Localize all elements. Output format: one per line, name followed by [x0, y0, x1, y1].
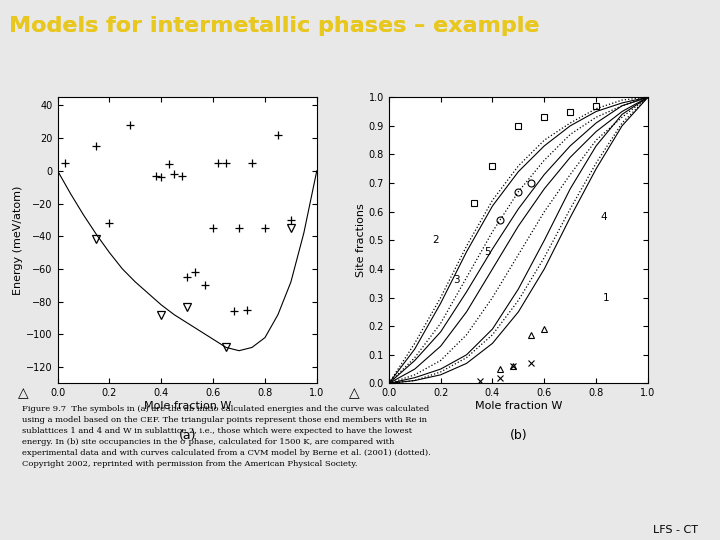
Text: (b): (b) — [510, 429, 527, 442]
Y-axis label: Site fractions: Site fractions — [356, 204, 366, 277]
Text: Figure 9.7  The symbols in (a) are the ab initio calculated energies and the cur: Figure 9.7 The symbols in (a) are the ab… — [22, 405, 431, 468]
Text: 2: 2 — [432, 235, 438, 245]
Y-axis label: Energy (meV/atom): Energy (meV/atom) — [14, 186, 23, 295]
X-axis label: Mole fraction W: Mole fraction W — [474, 401, 562, 411]
Text: 3: 3 — [453, 275, 459, 285]
Text: △: △ — [18, 386, 29, 400]
Text: △: △ — [349, 386, 360, 400]
X-axis label: Mole fraction W: Mole fraction W — [143, 401, 231, 411]
Text: 4: 4 — [600, 212, 607, 222]
Text: 1: 1 — [603, 293, 610, 302]
Text: Models for intermetallic phases – example: Models for intermetallic phases – exampl… — [9, 16, 539, 36]
Text: 5: 5 — [484, 247, 490, 256]
Text: (a): (a) — [179, 429, 196, 442]
Text: Models for intermetallic phases – example: Models for intermetallic phases – exampl… — [9, 16, 539, 36]
Text: LFS - CT: LFS - CT — [654, 524, 698, 535]
